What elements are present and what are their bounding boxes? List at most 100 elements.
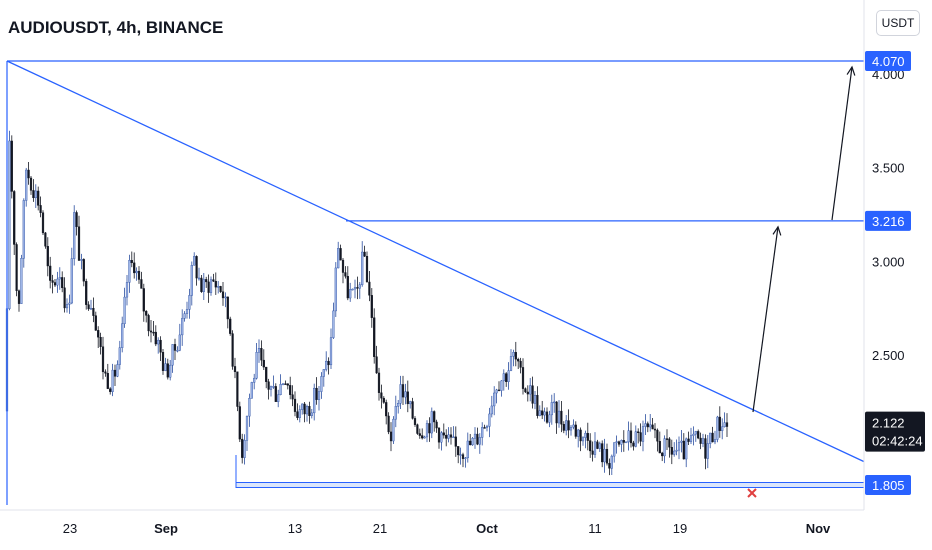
time-tick-label: Oct — [476, 521, 498, 536]
candle-body — [687, 438, 690, 442]
candle-body — [166, 363, 169, 378]
candle-body — [382, 397, 385, 403]
candle-body — [560, 410, 563, 425]
candle-body — [493, 392, 496, 407]
candle-body — [161, 352, 165, 371]
candle-body — [135, 270, 138, 274]
candle-body — [92, 307, 95, 316]
candle-body — [673, 450, 676, 455]
candle-body — [541, 410, 544, 416]
candle-body — [641, 426, 645, 442]
candle-body — [418, 433, 421, 436]
candle-body — [207, 281, 210, 293]
time-axis[interactable]: 23 Sep 13 21 Oct 11 19 Nov — [63, 521, 831, 536]
candle-body — [603, 448, 606, 463]
candle-body — [97, 330, 100, 338]
candle-body — [265, 366, 268, 382]
time-tick-label: 21 — [373, 521, 387, 536]
candle-body — [617, 441, 621, 445]
candle-body — [613, 442, 616, 457]
candle-body — [140, 279, 143, 289]
candle-body — [469, 440, 472, 446]
candle-body — [293, 398, 297, 412]
candle-body — [281, 383, 285, 385]
candle-body — [17, 290, 21, 304]
candle-body — [704, 438, 707, 459]
candle-body — [101, 346, 105, 373]
candle-body — [692, 433, 695, 436]
candle-body — [718, 416, 721, 431]
candle-body — [176, 350, 179, 352]
candle-body — [464, 457, 467, 460]
candle-body — [356, 287, 359, 289]
candle-body — [87, 304, 90, 310]
candle-body — [61, 277, 64, 289]
projection-arrow-2 — [831, 66, 853, 221]
candle-body — [29, 177, 33, 191]
candle-body — [231, 333, 234, 367]
time-tick-label: 23 — [63, 521, 77, 536]
candle-body — [373, 317, 376, 357]
candle-body — [315, 387, 318, 400]
candle-body — [586, 432, 589, 441]
chart-title: AUDIOUSDT, 4h, BINANCE — [8, 18, 224, 37]
candle-body — [423, 436, 426, 439]
candle-body — [524, 388, 527, 393]
candle-body — [80, 259, 83, 261]
candle-body — [711, 432, 714, 443]
candle-body — [629, 430, 633, 444]
candle-body — [49, 265, 52, 281]
candle-body — [147, 315, 150, 332]
candle-body — [668, 438, 671, 448]
candle-body — [577, 429, 580, 437]
candle-body — [219, 286, 222, 292]
currency-button[interactable]: USDT — [876, 10, 920, 36]
candle-body — [236, 371, 239, 407]
candle-body — [159, 339, 162, 353]
candle-body — [250, 382, 253, 399]
drawings-layer — [6, 60, 865, 505]
candle-body — [509, 356, 513, 371]
price-level-tag-label: 4.070 — [872, 54, 905, 69]
candle-body — [567, 420, 570, 431]
candle-body — [267, 381, 270, 390]
candle-body — [557, 410, 561, 424]
candle-body — [409, 401, 412, 405]
support-zone[interactable] — [235, 482, 865, 488]
candle-body — [142, 288, 145, 312]
candle-body — [437, 427, 441, 443]
bar-countdown-label: 02:42:24 — [872, 434, 923, 449]
candle-body — [68, 302, 71, 305]
candle-body — [339, 248, 342, 261]
candle-body — [490, 405, 493, 415]
candle-body — [164, 363, 167, 371]
candle-body — [137, 270, 141, 280]
time-tick-label: Nov — [806, 521, 831, 536]
candle-body — [461, 454, 465, 459]
candle-body — [593, 441, 597, 455]
candle-body — [291, 394, 294, 400]
candle-body — [481, 427, 484, 438]
candle-body — [51, 280, 54, 283]
candle-body — [553, 401, 556, 404]
descending-trendline[interactable] — [6, 60, 865, 463]
candle-body — [200, 277, 203, 292]
candle-body — [298, 409, 301, 418]
candle-body — [605, 448, 609, 464]
candle-body — [15, 244, 18, 291]
projection-arrow-1 — [752, 226, 779, 413]
candle-body — [670, 447, 673, 455]
candle-body — [421, 435, 424, 439]
candle-body — [399, 384, 402, 404]
candle-body — [82, 259, 85, 282]
candle-body — [20, 258, 23, 304]
candle-body — [562, 423, 565, 431]
candle-body — [545, 411, 549, 423]
candle-body — [361, 251, 364, 285]
target-marker-icon[interactable] — [747, 488, 757, 498]
candle-body — [332, 310, 335, 338]
candle-body — [370, 295, 373, 318]
candle-body — [245, 415, 249, 441]
candle-body — [260, 348, 263, 361]
